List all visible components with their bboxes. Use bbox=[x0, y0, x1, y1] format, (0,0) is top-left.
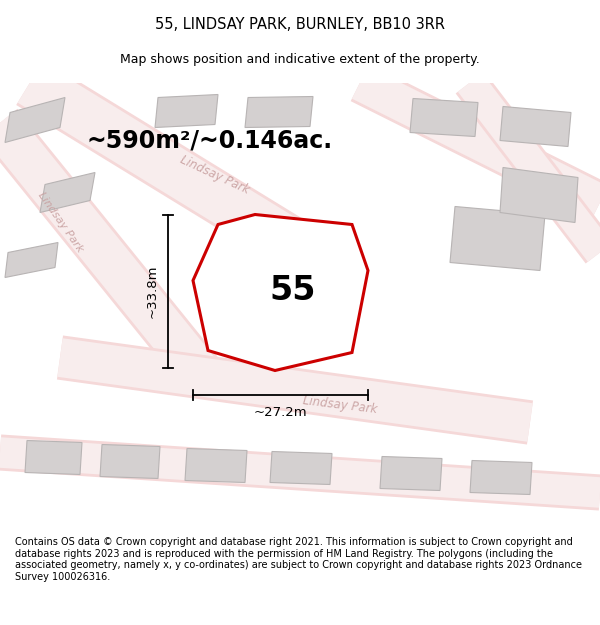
Polygon shape bbox=[270, 451, 332, 484]
Polygon shape bbox=[155, 94, 218, 128]
Text: 55: 55 bbox=[269, 274, 316, 308]
Polygon shape bbox=[222, 262, 288, 322]
Polygon shape bbox=[5, 242, 58, 278]
Text: Lindsay Park: Lindsay Park bbox=[35, 191, 85, 254]
Text: 55, LINDSAY PARK, BURNLEY, BB10 3RR: 55, LINDSAY PARK, BURNLEY, BB10 3RR bbox=[155, 18, 445, 32]
Polygon shape bbox=[25, 441, 82, 474]
Text: Lindsay Park: Lindsay Park bbox=[302, 394, 378, 416]
Polygon shape bbox=[193, 214, 368, 371]
Text: Contains OS data © Crown copyright and database right 2021. This information is : Contains OS data © Crown copyright and d… bbox=[15, 537, 582, 582]
Polygon shape bbox=[40, 173, 95, 213]
Text: ~27.2m: ~27.2m bbox=[254, 406, 307, 419]
Polygon shape bbox=[500, 106, 571, 146]
Polygon shape bbox=[380, 456, 442, 491]
Polygon shape bbox=[470, 461, 532, 494]
Polygon shape bbox=[500, 168, 578, 222]
Polygon shape bbox=[185, 449, 247, 482]
Text: ~590m²/~0.146ac.: ~590m²/~0.146ac. bbox=[87, 129, 333, 152]
Polygon shape bbox=[450, 206, 545, 271]
Text: ~33.8m: ~33.8m bbox=[146, 264, 158, 318]
Text: Lindsay Park: Lindsay Park bbox=[178, 152, 251, 196]
Text: Map shows position and indicative extent of the property.: Map shows position and indicative extent… bbox=[120, 53, 480, 66]
Polygon shape bbox=[100, 444, 160, 479]
Polygon shape bbox=[245, 96, 313, 128]
Polygon shape bbox=[5, 98, 65, 142]
Polygon shape bbox=[410, 99, 478, 136]
